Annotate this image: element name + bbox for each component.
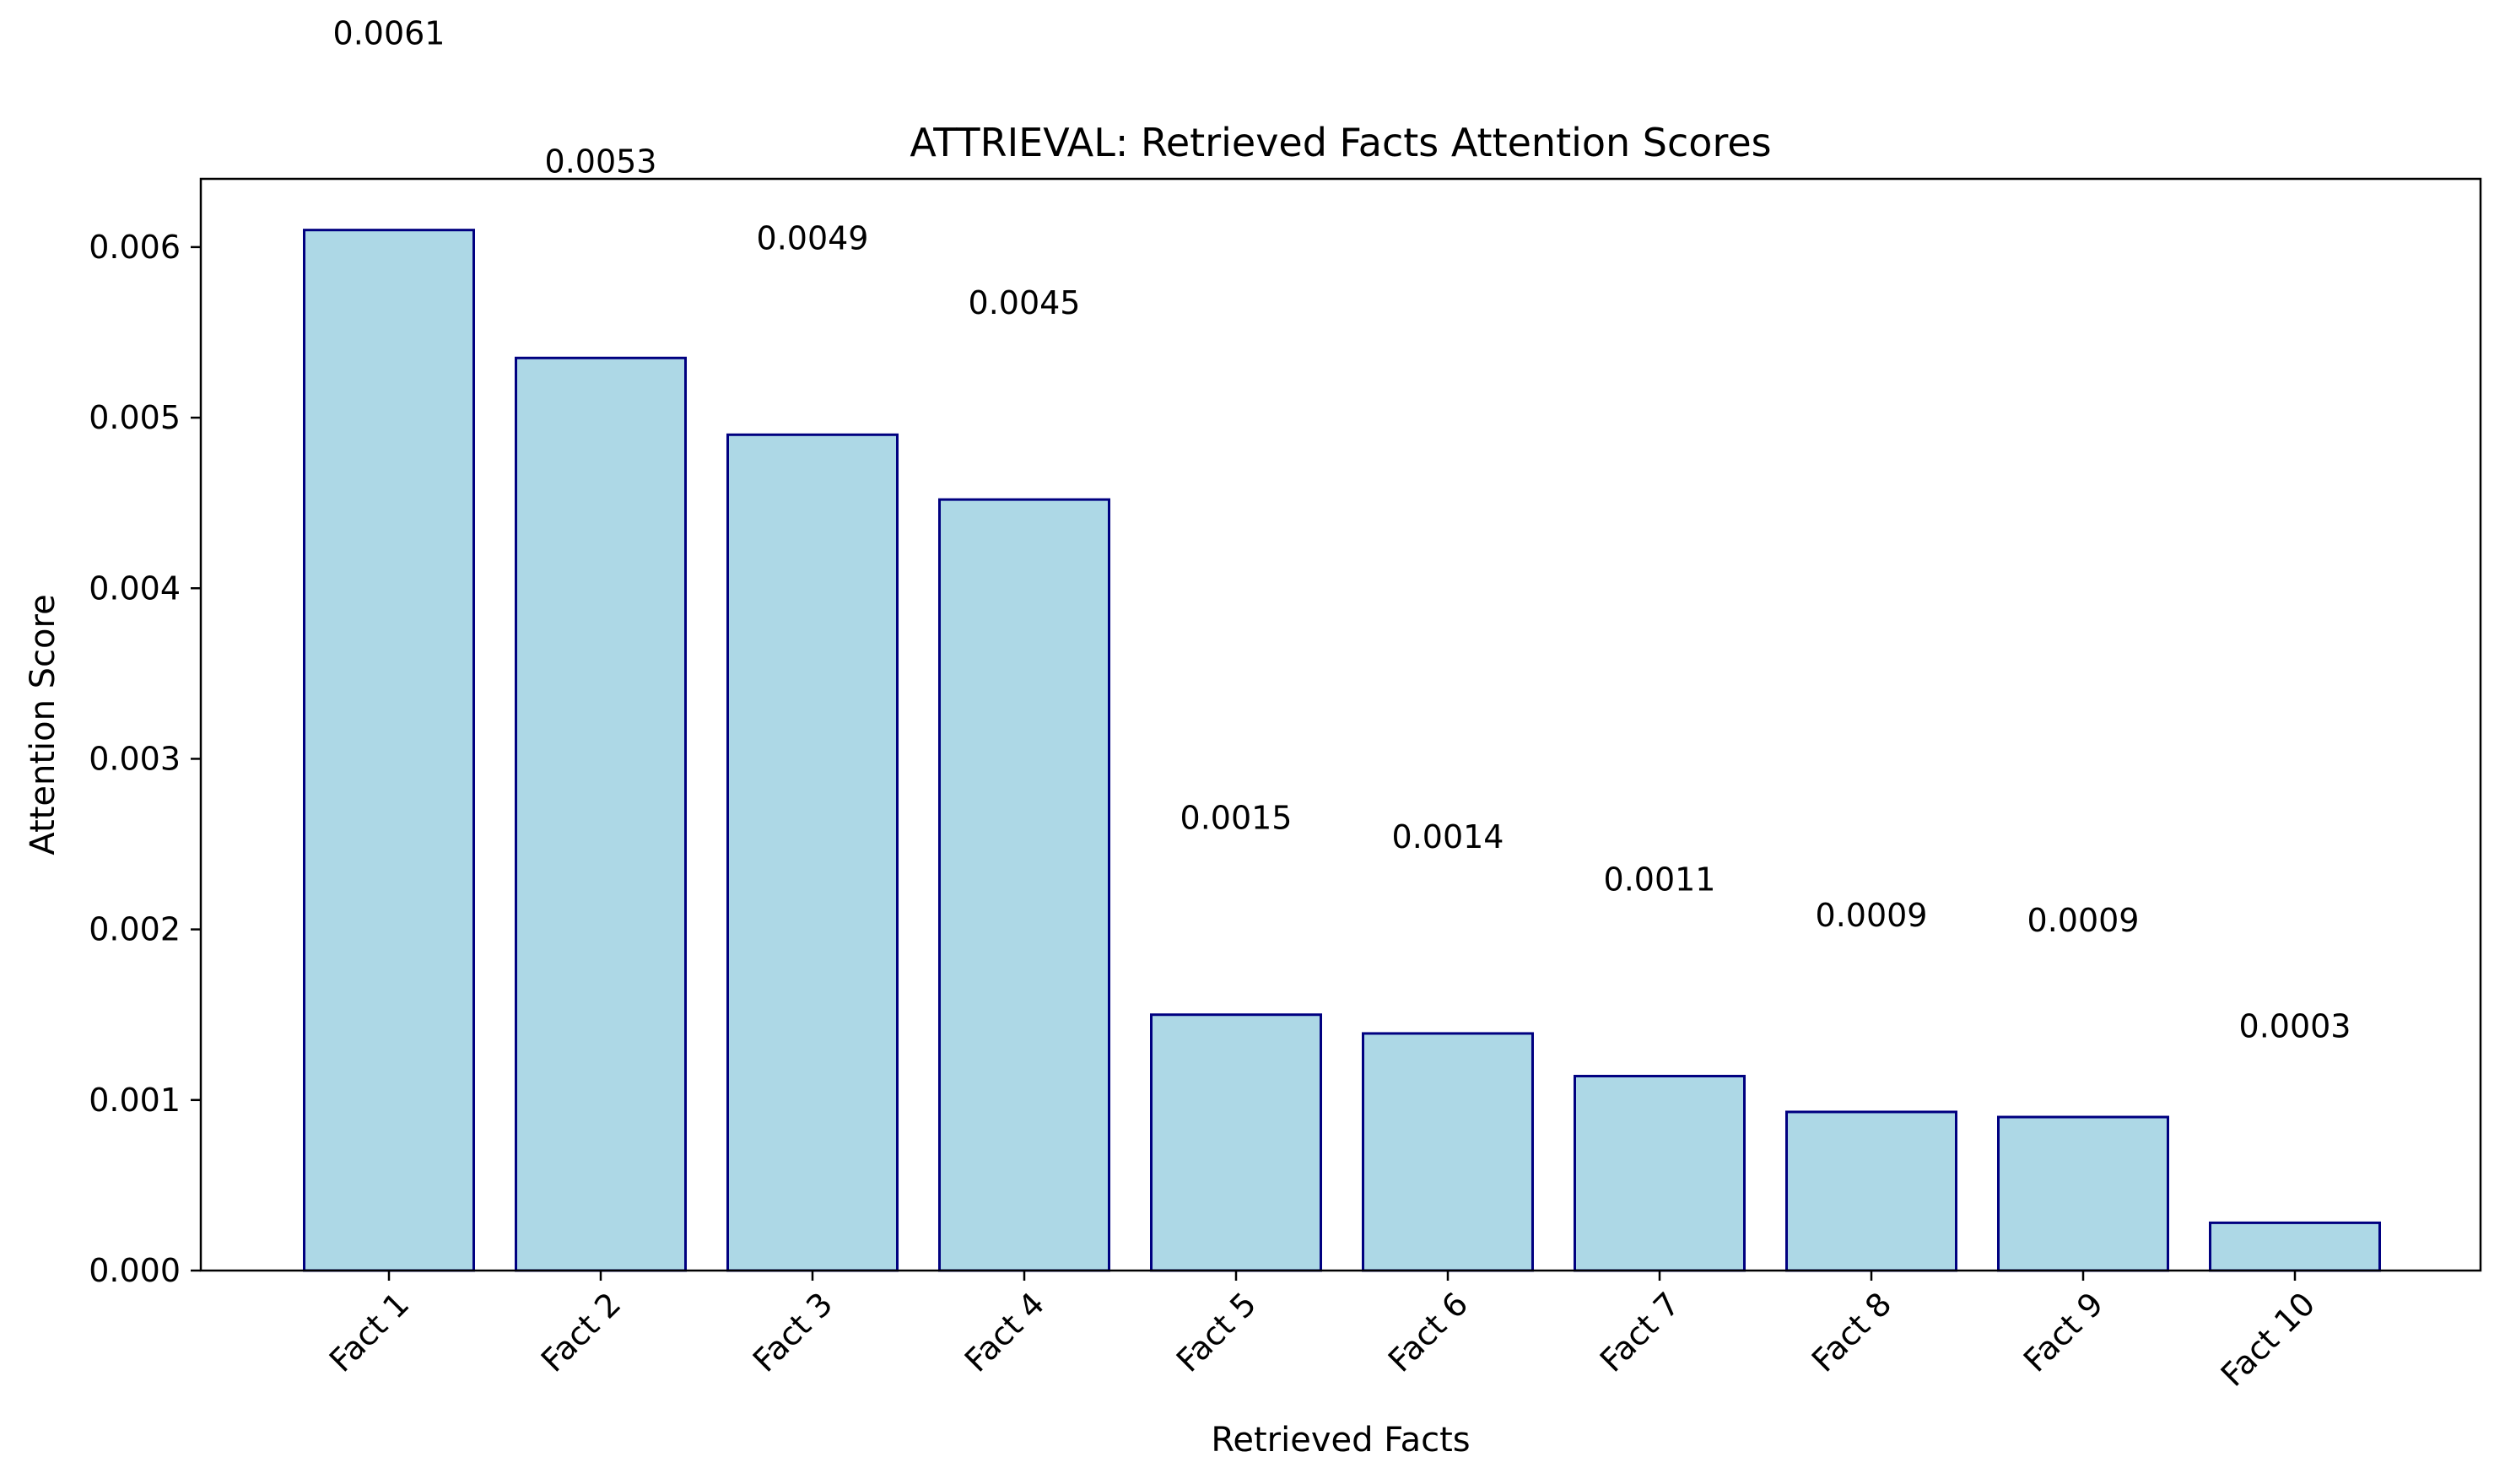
chart-title: ATTRIEVAL: Retrieved Facts Attention Sco… (910, 120, 1771, 165)
plot-frame (199, 177, 2482, 1272)
bar-9 (1997, 1115, 2169, 1272)
x-axis: Fact 1 Fact 2 Fact 3 Fact 4 Fact 5 Fact 6 Fact… (322, 1271, 2323, 1394)
bar-7 (1574, 1075, 1746, 1272)
y-tick-label-1: 0.001 (89, 1082, 181, 1119)
bar-1 (303, 229, 475, 1272)
x-tick-label-8: Fact 8 (1805, 1285, 1899, 1379)
bar-5 (1150, 1013, 1322, 1272)
bar-value-label-10: 0.0003 (2239, 1007, 2351, 1044)
bar-value-label-8: 0.0009 (1816, 897, 1928, 934)
bar-value-label-5: 0.0015 (1180, 800, 1293, 837)
x-tick-label-9: Fact 9 (2016, 1285, 2111, 1379)
bar-10 (2209, 1221, 2381, 1272)
bar-value-label-9: 0.0009 (2027, 902, 2140, 939)
bar-value-label-3: 0.0049 (757, 219, 869, 256)
bars-group (303, 229, 2381, 1272)
x-tick-label-2: Fact 2 (534, 1285, 629, 1379)
y-tick-label-6: 0.006 (89, 229, 181, 266)
x-tick-label-1: Fact 1 (322, 1285, 417, 1379)
y-tick-label-0: 0.000 (89, 1252, 181, 1289)
bar-value-label-6: 0.0014 (1392, 818, 1504, 855)
data-labels-group: 0.0061 0.0053 0.0049 0.0045 0.0015 0.0014 0.00… (333, 15, 2351, 1045)
bar-value-label-1: 0.0061 (333, 15, 445, 52)
bar-8 (1785, 1110, 1957, 1272)
y-tick-label-4: 0.004 (89, 569, 181, 607)
y-axis-label: Attention Score (24, 594, 62, 855)
y-tick-label-3: 0.003 (89, 740, 181, 777)
bar-6 (1362, 1032, 1534, 1272)
y-tick-label-2: 0.002 (89, 911, 181, 948)
x-tick-label-10: Fact 10 (2214, 1285, 2323, 1394)
x-tick-label-4: Fact 4 (958, 1285, 1052, 1379)
bar-value-label-7: 0.0011 (1604, 861, 1716, 898)
bar-value-label-4: 0.0045 (969, 284, 1081, 321)
y-tick-label-5: 0.005 (89, 399, 181, 436)
bar-4 (938, 498, 1110, 1272)
x-tick-label-3: Fact 3 (746, 1285, 840, 1379)
bar-3 (726, 433, 899, 1272)
x-tick-label-5: Fact 5 (1169, 1285, 1264, 1379)
y-axis: 0.000 0.001 0.002 0.003 0.004 0.005 0.006 (89, 229, 201, 1289)
x-axis-label: Retrieved Facts (1211, 1421, 1470, 1460)
x-tick-label-6: Fact 6 (1381, 1285, 1476, 1379)
x-tick-label-7: Fact 7 (1593, 1285, 1687, 1379)
bar-value-label-2: 0.0053 (545, 143, 657, 180)
bar-2 (515, 356, 687, 1272)
